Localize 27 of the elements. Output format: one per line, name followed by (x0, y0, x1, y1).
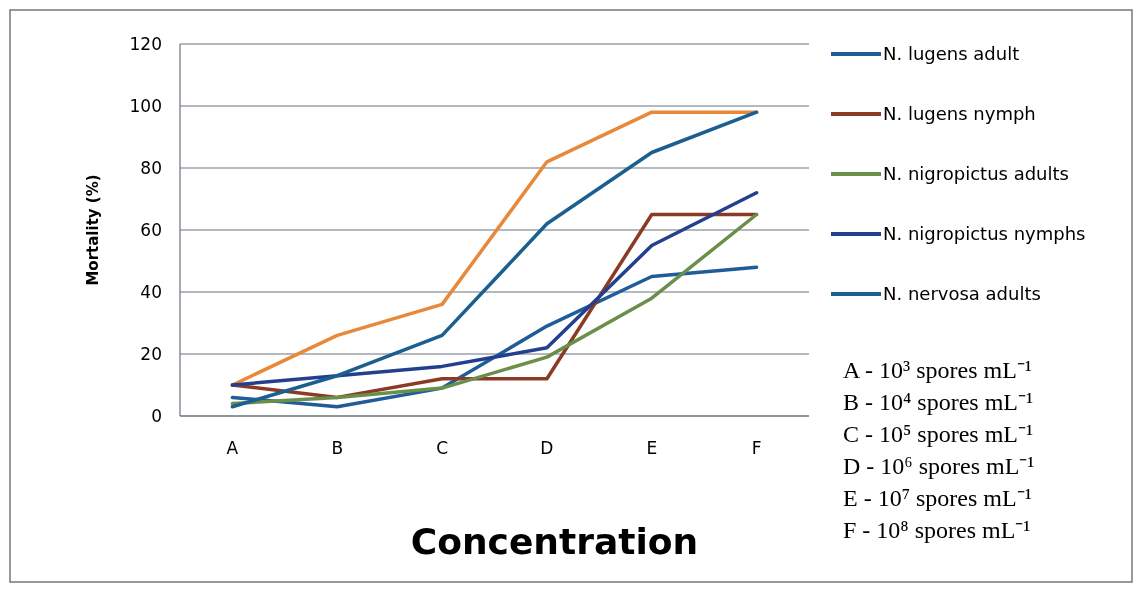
y-tick-label: 40 (140, 281, 162, 302)
legend-label: N. lugens adult (883, 43, 1020, 65)
y-tick-label: 0 (151, 405, 162, 426)
legend-label: N. nigropictus nymphs (883, 223, 1086, 245)
legend-label: N. lugens nymph (883, 103, 1036, 125)
y-tick-label: 60 (140, 219, 162, 240)
text: E - 10⁷ spores mL⁻¹ (843, 485, 1032, 511)
x-tick-label: F (751, 438, 762, 458)
x-tick-label: D (540, 438, 554, 458)
y-tick-label: 80 (140, 157, 162, 178)
x-tick-label: A (226, 438, 239, 458)
x-tick-label: C (436, 438, 449, 458)
y-tick-label: 20 (140, 343, 162, 364)
y-tick-label: 100 (129, 95, 162, 116)
text: D - 10⁶ spores mL⁻¹ (843, 453, 1035, 479)
x-tick-label: B (331, 438, 344, 458)
legend-label: N. nervosa adults (883, 283, 1041, 305)
text: B - 10⁴ spores mL⁻¹ (843, 389, 1034, 415)
x-tick-label: E (646, 438, 658, 458)
text: F - 10⁸ spores mL⁻¹ (843, 517, 1031, 543)
y-tick-label: 120 (129, 33, 162, 54)
text: C - 10⁵ spores mL⁻¹ (843, 421, 1034, 447)
y-axis-title: Mortality (%) (84, 174, 102, 286)
legend-label: N. nigropictus adults (883, 163, 1069, 185)
text: A - 10³ spores mL⁻¹ (843, 357, 1033, 383)
line-series (230, 191, 759, 387)
x-axis-title: Concentration (410, 521, 699, 562)
